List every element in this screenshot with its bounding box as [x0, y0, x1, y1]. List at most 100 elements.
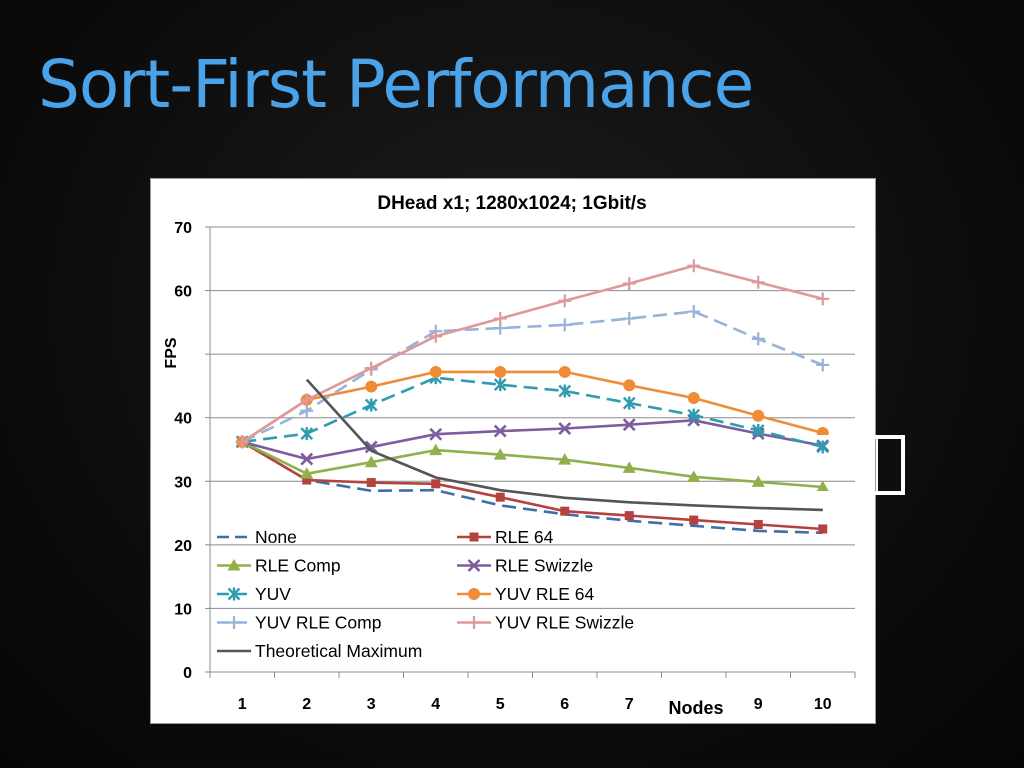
y-tick-label: 60	[174, 284, 192, 301]
legend-label: Theoretical Maximum	[255, 641, 422, 661]
data-point	[364, 361, 378, 375]
data-point	[816, 292, 830, 306]
data-point	[493, 448, 507, 460]
data-point	[235, 435, 249, 449]
legend-item: YUV RLE Swizzle	[457, 613, 634, 633]
data-point	[558, 384, 572, 398]
slide-title: Sort-First Performance	[38, 46, 754, 123]
y-axis-label: FPS	[163, 337, 180, 368]
data-point	[816, 358, 830, 372]
data-point	[751, 423, 765, 437]
series-none	[241, 440, 823, 535]
legend-label: None	[255, 527, 297, 547]
series-yuv-rle-swizzle	[235, 259, 830, 449]
legend-marker	[467, 616, 481, 629]
y-tick-label: 20	[174, 538, 192, 555]
data-point	[364, 440, 378, 454]
data-point	[429, 427, 443, 441]
legend-label: YUV RLE Comp	[255, 613, 381, 633]
y-tick-label: 70	[174, 220, 192, 237]
data-point	[753, 520, 763, 530]
series-yuv	[235, 371, 830, 454]
data-point	[558, 294, 572, 308]
fps-line-chart: DHead x1; 1280x1024; 1Gbit/s FPS Nodes 0…	[163, 193, 856, 718]
data-point	[622, 312, 636, 326]
x-tick-label: 5	[496, 696, 505, 713]
legend-marker	[467, 559, 481, 572]
legend-marker	[468, 588, 480, 600]
series-line	[241, 264, 824, 443]
data-point	[300, 393, 314, 407]
x-tick-label: 3	[367, 696, 376, 713]
x-axis-label: Nodes	[668, 698, 723, 718]
legend-label: RLE 64	[495, 527, 554, 547]
data-point	[752, 409, 765, 422]
data-point	[622, 461, 636, 473]
data-point	[622, 277, 636, 291]
data-point	[494, 365, 507, 378]
data-point	[687, 305, 701, 319]
data-point	[429, 443, 443, 456]
data-point	[751, 475, 765, 487]
series-line	[241, 419, 824, 461]
series-line	[241, 440, 823, 531]
legend-label: YUV RLE Swizzle	[495, 613, 634, 633]
series-line	[241, 440, 823, 535]
data-point	[429, 329, 443, 343]
x-tick-label: 9	[754, 696, 763, 713]
y-tick-label: 10	[174, 601, 192, 618]
data-point	[751, 332, 765, 346]
series-line	[242, 376, 824, 449]
data-point	[431, 479, 441, 489]
legend-item: RLE Swizzle	[457, 556, 593, 576]
chart-panel: DHead x1; 1280x1024; 1Gbit/s FPS Nodes 0…	[150, 178, 876, 724]
data-point	[689, 515, 699, 525]
y-tick-label: 0	[183, 665, 192, 682]
data-point	[364, 398, 378, 412]
data-point	[558, 422, 572, 435]
legend-marker	[227, 616, 241, 629]
legend-item: YUV	[217, 584, 291, 604]
data-point	[816, 426, 829, 439]
x-tick-label: 4	[431, 696, 440, 713]
legend-item: RLE 64	[457, 527, 554, 547]
data-point	[558, 318, 572, 332]
x-tick-label: 1	[238, 696, 247, 713]
legend-label: RLE Swizzle	[495, 556, 593, 576]
data-point	[429, 365, 442, 378]
legend-item: YUV RLE Comp	[217, 613, 381, 633]
data-point	[300, 452, 314, 466]
x-tick-label: 6	[560, 696, 569, 713]
series-line	[241, 310, 824, 444]
data-point	[558, 365, 571, 378]
series-line	[305, 378, 823, 512]
data-point	[560, 506, 570, 516]
data-point	[302, 475, 312, 485]
x-tick-label: 2	[302, 696, 311, 713]
x-tick-label: 7	[625, 696, 634, 713]
data-point	[495, 492, 505, 502]
chart-title: DHead x1; 1280x1024; 1Gbit/s	[377, 193, 646, 214]
data-point	[687, 392, 700, 405]
legend-marker	[469, 532, 479, 542]
legend-item: None	[217, 527, 297, 547]
data-point	[687, 470, 701, 482]
data-point	[818, 524, 828, 534]
data-point	[687, 408, 701, 422]
data-point	[751, 275, 765, 289]
data-point	[366, 478, 376, 488]
chart-legend: None RLE 64 RLE Comp RLE Swizzle YUV YUV RLE …	[217, 527, 634, 661]
legend-item: YUV RLE 64	[457, 584, 594, 604]
legend-label: RLE Comp	[255, 556, 341, 576]
legend-marker	[227, 559, 241, 571]
series-theoretical-maximum	[305, 378, 823, 512]
series-yuv-rle-64	[236, 365, 829, 448]
y-tick-label: 30	[174, 474, 192, 491]
data-point	[622, 396, 636, 410]
data-point	[687, 259, 701, 273]
legend-label: YUV RLE 64	[495, 584, 594, 604]
data-point	[493, 424, 507, 438]
data-point	[300, 467, 314, 479]
legend-label: YUV	[255, 584, 291, 604]
data-point	[493, 312, 507, 326]
